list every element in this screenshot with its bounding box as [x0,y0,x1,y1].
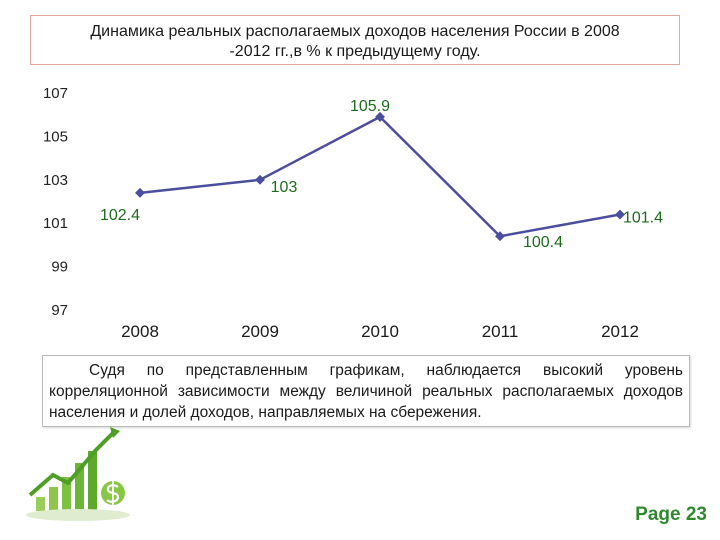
growth-bar-chart-with-dollar-icon [26,427,130,521]
y-axis: 107 105 103 101 99 97 [43,85,68,319]
y-tick-label: 105 [43,128,68,145]
line-chart: 107 105 103 101 99 97 2008 2009 2010 2011 2012 10… [43,85,663,341]
data-point [615,209,625,220]
x-tick-label: 2009 [241,322,279,341]
conclusion-box: Судя по представленным графикам, наблюда… [42,355,690,427]
decor-arrow-head [110,427,120,438]
y-tick-label: 103 [43,172,68,189]
data-label: 100.4 [523,234,563,251]
data-point [495,231,505,242]
data-label: 103 [271,179,298,196]
data-label: 101.4 [623,210,663,227]
dollar-sign-icon [101,481,125,505]
x-tick-label: 2012 [601,322,639,341]
y-tick-label: 101 [43,215,68,232]
decor-trend-line [28,431,115,497]
decor-bar [75,463,84,511]
y-tick-label: 97 [51,302,68,319]
x-tick-label: 2010 [361,322,399,341]
x-axis: 2008 2009 2010 2011 2012 [121,322,639,341]
data-label: 105.9 [350,98,390,115]
page-number: Page 23 [635,504,707,525]
y-tick-label: 99 [51,259,68,276]
y-tick-label: 107 [43,85,68,102]
data-label: 102.4 [100,207,140,224]
decor-bar [49,487,58,511]
conclusion-text: Судя по представленным графикам, наблюда… [49,362,683,421]
data-point [255,174,265,185]
decor-bar [62,477,71,511]
decor-shadow [26,509,130,521]
x-tick-label: 2008 [121,322,159,341]
chart-title-box: Динамика реальных располагаемых доходов … [30,15,680,65]
decor-bar [88,451,97,511]
chart-title: Динамика реальных располагаемых доходов … [90,23,620,60]
data-point [135,187,145,198]
x-tick-label: 2011 [482,322,519,341]
series-line [139,115,621,238]
decor-bar [36,497,45,511]
series-layer: 102.4 103 105.9 100.4 101.4 [100,98,663,251]
